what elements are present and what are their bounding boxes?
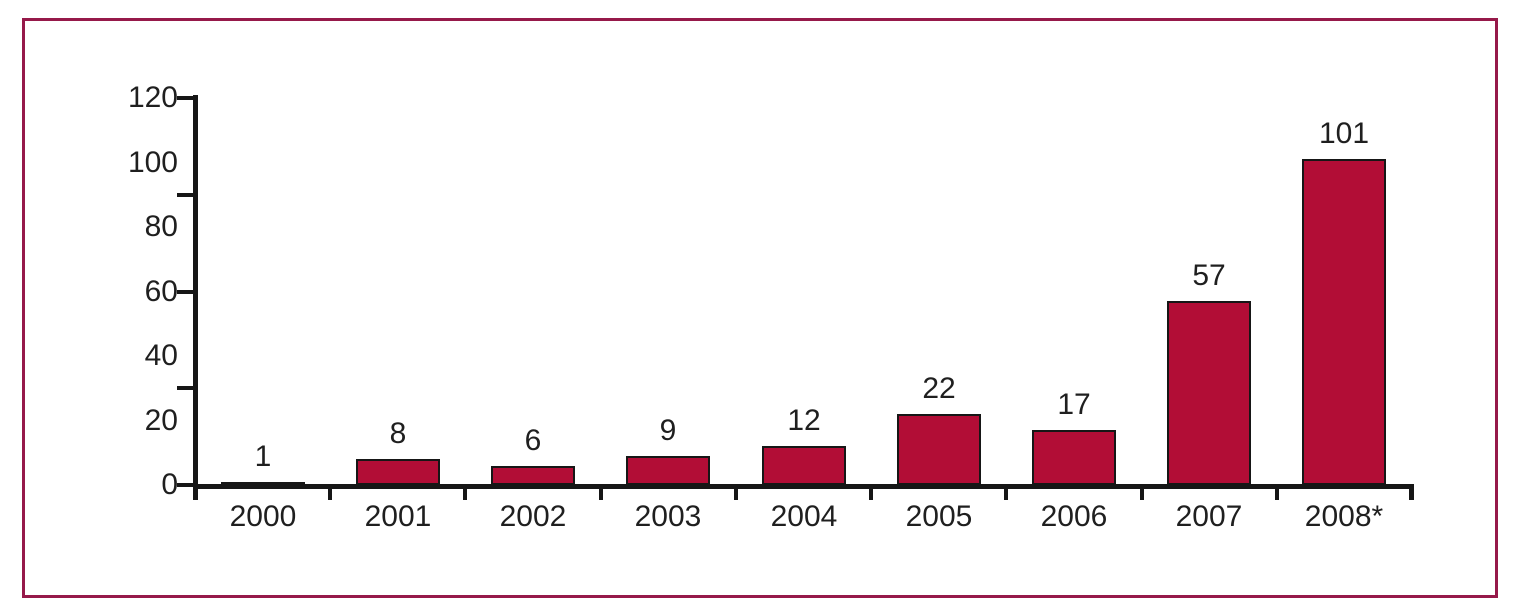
y-axis-label: 0: [161, 468, 178, 501]
x-axis-category-label: 2001: [364, 500, 432, 533]
x-axis-tick: [328, 489, 333, 500]
x-axis-tick: [598, 489, 603, 500]
bar-value-label: 9: [659, 414, 677, 447]
bar-value-label: 22: [922, 372, 956, 405]
y-axis-label: 120: [127, 81, 178, 114]
bar-value-label: 8: [389, 417, 407, 450]
y-axis-tick: [177, 192, 193, 197]
bar-2001: [356, 459, 440, 485]
y-axis-tick: [177, 483, 193, 487]
bar-value-label: 17: [1057, 388, 1091, 421]
x-axis-category-label: 2007: [1175, 500, 1243, 533]
bar-2008: [1302, 159, 1386, 485]
x-axis-category-label: 2008*: [1304, 500, 1384, 533]
x-axis-tick: [869, 489, 874, 500]
y-axis-label: 100: [127, 145, 178, 179]
bar-2002: [491, 466, 575, 485]
bar-value-label: 1: [254, 440, 272, 473]
bar-2006: [1032, 430, 1116, 485]
y-axis-label: 60: [144, 274, 178, 308]
y-axis-line: [193, 95, 198, 500]
x-axis-category-label: 2003: [634, 500, 702, 533]
bar-2005: [897, 414, 981, 485]
x-axis-category-label: 2004: [770, 500, 838, 533]
bar-2004: [762, 446, 846, 485]
y-axis-tick: [177, 289, 193, 294]
bar-2000: [221, 482, 305, 486]
x-axis-end-cap: [1409, 484, 1414, 500]
y-axis-label: 20: [144, 403, 178, 437]
y-axis-label: 80: [144, 210, 178, 243]
x-axis-tick: [1004, 489, 1009, 500]
x-axis-tick: [1139, 489, 1144, 500]
bar-value-label: 101: [1318, 117, 1370, 150]
x-axis-category-label: 2000: [229, 500, 297, 533]
x-axis-category-label: 2002: [499, 500, 567, 533]
bar-2007: [1167, 301, 1251, 485]
bar-2003: [626, 456, 710, 485]
x-axis-tick: [1274, 489, 1279, 500]
bar-value-label: 12: [787, 404, 821, 437]
bar-value-label: 57: [1192, 259, 1226, 292]
bar-value-label: 6: [524, 424, 542, 457]
y-axis-tick: [177, 96, 193, 100]
x-axis-line: [193, 484, 1414, 489]
x-axis-category-label: 2006: [1040, 500, 1108, 533]
x-axis-category-label: 2005: [905, 500, 973, 533]
x-axis-tick: [463, 489, 468, 500]
y-axis-label: 40: [144, 339, 178, 372]
y-axis-tick: [177, 386, 193, 391]
x-axis-tick: [733, 489, 738, 500]
figure-border-frame: [22, 18, 1498, 598]
